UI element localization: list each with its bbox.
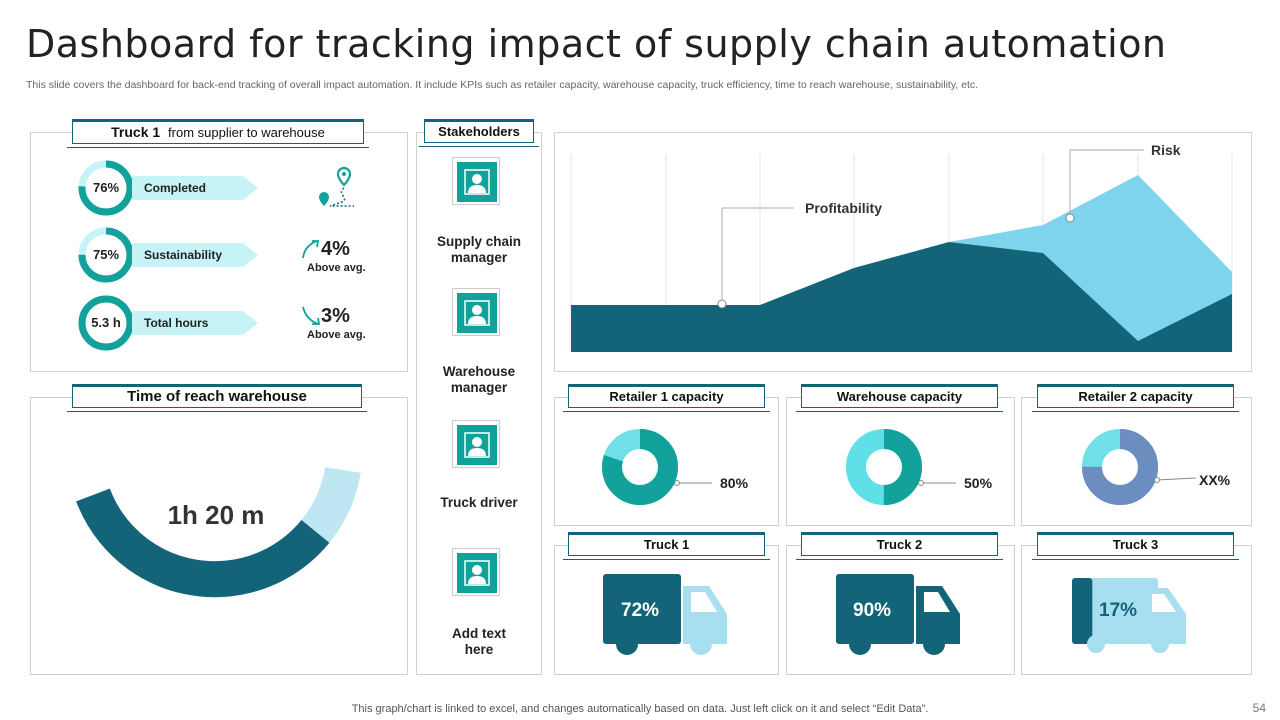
kpi-sustainability-value: 75% (92, 247, 120, 262)
truck-kpi-title-bold: Truck 1 (111, 124, 161, 140)
truck-3-icon (1072, 578, 1186, 653)
stakeholder-4-label: Add text here (452, 626, 506, 657)
capacity-2-value: 50% (964, 475, 993, 491)
capacity-3-leader (1154, 477, 1197, 483)
stakeholder-3-avatar[interactable] (452, 420, 500, 468)
truck-3-value: 17% (1099, 600, 1138, 621)
capacity-1-value: 80% (720, 475, 749, 491)
trend-up-icon (302, 240, 320, 259)
capacity-3-title: Retailer 2 capacity (1032, 384, 1239, 412)
stakeholder-2-label: Warehouse manager (442, 364, 516, 395)
kpi-completed-value: 76% (92, 180, 120, 195)
truck-2-icon (836, 574, 960, 655)
footer-note: This graph/chart is linked to excel, and… (351, 703, 929, 715)
capacity-3-donut (1082, 429, 1158, 505)
stat-2-value: 3% (321, 305, 350, 327)
stakeholder-1-label: Supply chain manager (436, 234, 521, 265)
kpi-completed-label: Completed (132, 176, 258, 200)
truck-2-value: 90% (853, 600, 892, 621)
truck-1-value: 72% (621, 600, 660, 621)
user-icon (464, 300, 490, 326)
trend-down-icon (302, 306, 321, 325)
kpi-total-hours: 5.3 h Total hours (78, 295, 278, 351)
stakeholder-1-avatar[interactable] (452, 157, 500, 205)
kpi-completed-ring (78, 160, 134, 216)
stakeholder-4-avatar[interactable] (452, 548, 500, 596)
area-chart (570, 149, 1233, 352)
user-icon (464, 432, 490, 458)
reach-panel (30, 397, 408, 675)
stakeholder-2-avatar[interactable] (452, 288, 500, 336)
reach-gauge-arc (76, 466, 361, 598)
kpi-completed: 76% Completed (78, 160, 278, 216)
stat-1-value: 4% (321, 238, 350, 260)
risk-annotation: Risk (1151, 142, 1181, 158)
stat-2-label: Above avg. (307, 329, 366, 341)
capacity-2-leader (918, 480, 956, 486)
user-icon (464, 169, 490, 195)
user-icon (464, 560, 490, 586)
kpi-sustainability: 75% Sustainability (78, 227, 278, 283)
kpi-total-hours-ring (78, 295, 134, 351)
stat-1-label: Above avg. (307, 262, 366, 274)
stakeholders-title: Stakeholders (419, 119, 539, 147)
page-title: Dashboard for tracking impact of supply … (26, 22, 1167, 66)
capacity-1-donut (602, 429, 678, 505)
route-pin-icon (319, 166, 354, 207)
risk-marker (1065, 213, 1075, 223)
capacity-panel-3 (1021, 397, 1252, 526)
kpi-total-hours-value: 5.3 h (91, 315, 121, 330)
kpi-sustainability-ring (78, 227, 134, 283)
truck-kpi-panel-title: Truck 1 from supplier to warehouse (67, 119, 369, 148)
capacity-2-donut (846, 429, 922, 505)
profitability-annotation: Profitability (805, 200, 883, 216)
reach-gauge (76, 466, 361, 598)
capacity-panel-2 (786, 397, 1015, 526)
stakeholder-3-label: Truck driver (440, 495, 518, 510)
kpi-total-hours-label: Total hours (132, 311, 258, 335)
capacity-1-leader (674, 480, 712, 486)
truck-1-title: Truck 1 (563, 532, 770, 560)
page-number: 54 (1252, 701, 1266, 715)
truck-kpi-title-rest: from supplier to warehouse (168, 125, 325, 140)
capacity-2-title: Warehouse capacity (796, 384, 1003, 412)
truck-2-title: Truck 2 (796, 532, 1003, 560)
page-subtitle: This slide covers the dashboard for back… (26, 79, 979, 91)
profitability-marker (717, 299, 727, 309)
reach-value: 1h 20 m (167, 500, 265, 530)
kpi-sustainability-label: Sustainability (132, 243, 258, 267)
reach-panel-title: Time of reach warehouse (67, 384, 367, 412)
profitability-area (571, 242, 1232, 352)
truck-3-title: Truck 3 (1032, 532, 1239, 560)
capacity-3-value: XX% (1199, 472, 1231, 488)
capacity-1-title: Retailer 1 capacity (563, 384, 770, 412)
truck-1-icon (603, 574, 727, 655)
